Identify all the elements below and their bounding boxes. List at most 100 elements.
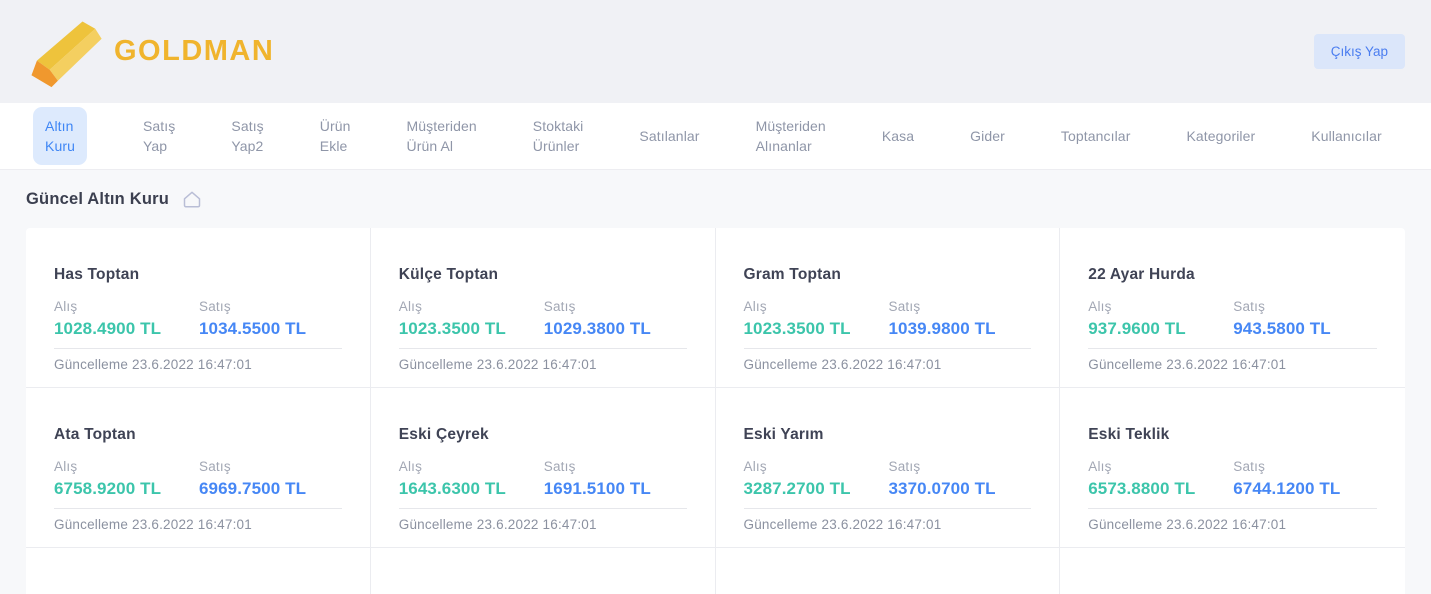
nav-item-label: Ürün Ekle xyxy=(319,117,351,154)
updated-timestamp: 23.6.2022 16:47:01 xyxy=(1166,357,1287,372)
rate-card-prices: Alış Satış 1023.3500 TL 1039.9800 TL xyxy=(743,299,1032,349)
sell-label: Satış xyxy=(543,459,576,474)
buy-label: Alış xyxy=(1088,459,1112,474)
buy-price: 1028.4900 TL xyxy=(54,319,162,338)
rate-card: Ata Toptan Alış Satış 6758.9200 TL 6969.… xyxy=(26,388,371,548)
buy-label: Alış xyxy=(54,459,78,474)
sell-label: Satış xyxy=(199,459,231,474)
sell-price: 6744.1200 TL xyxy=(1233,479,1341,498)
rate-card: Külçe Toptan Alış Satış 1023.3500 TL 102… xyxy=(370,228,716,388)
brand-name: GOLDMAN xyxy=(114,35,275,67)
rate-card: Gram Toptan Alış Satış 1023.3500 TL 1039… xyxy=(715,228,1061,388)
rate-card: Eski Teklik Alış Satış 6573.8800 TL 6744… xyxy=(1060,388,1405,548)
buy-price: 6758.9200 TL xyxy=(54,479,162,498)
rate-card-title: Eski Yarım xyxy=(743,426,824,443)
nav-item-label: Stoktaki Ürünler xyxy=(532,117,584,154)
logout-button[interactable]: Çıkış Yap xyxy=(1313,34,1405,69)
nav-item-4[interactable]: Müşteriden Ürün Al xyxy=(407,116,477,157)
nav-item-label: Kasa xyxy=(881,127,915,144)
nav-item-label: Altın Kuru xyxy=(45,117,75,154)
rate-card-title: 22 Ayar Hurda xyxy=(1088,266,1195,283)
nav-item-11[interactable]: Kategoriler xyxy=(1186,126,1255,146)
sell-price: 3370.0700 TL xyxy=(888,479,996,498)
buy-price: 3287.2700 TL xyxy=(743,479,851,498)
rate-card-prices: Alış Satış 3287.2700 TL 3370.0700 TL xyxy=(743,459,1032,509)
updated-timestamp: 23.6.2022 16:47:01 xyxy=(132,357,252,372)
sell-price: 943.5800 TL xyxy=(1233,319,1331,338)
sell-label: Satış xyxy=(888,299,921,314)
buy-label: Alış xyxy=(398,459,423,474)
sell-label: Satış xyxy=(543,299,576,314)
nav-item-label: Kategoriler xyxy=(1186,127,1256,144)
rate-card-prices: Alış Satış 937.9600 TL 943.5800 TL xyxy=(1088,299,1377,349)
buy-label: Alış xyxy=(1088,299,1112,314)
sell-price: 1029.3800 TL xyxy=(543,319,651,338)
rate-card: Eski Çeyrek Alış Satış 1643.6300 TL 1691… xyxy=(370,388,716,548)
rate-card-title: Külçe Toptan xyxy=(398,266,499,283)
buy-price: 1023.3500 TL xyxy=(398,319,506,338)
sell-price: 6969.7500 TL xyxy=(199,479,307,498)
nav-item-label: Kullanıcılar xyxy=(1311,127,1382,144)
nav-item-12[interactable]: Kullanıcılar xyxy=(1311,126,1381,146)
updated-prefix: Güncelleme xyxy=(54,357,129,372)
home-icon[interactable] xyxy=(182,190,202,209)
rate-card-prices: Alış Satış 1643.6300 TL 1691.5100 TL xyxy=(398,459,687,509)
app-header: GOLDMAN Çıkış Yap xyxy=(0,0,1431,103)
buy-label: Alış xyxy=(743,459,767,474)
nav-item-0[interactable]: Altın Kuru xyxy=(33,106,87,166)
updated-timestamp: 23.6.2022 16:47:01 xyxy=(476,517,597,532)
updated-timestamp: 23.6.2022 16:47:01 xyxy=(132,517,252,532)
sell-price: 1691.5100 TL xyxy=(543,479,651,498)
nav-item-label: Müşteriden Ürün Al xyxy=(406,117,477,154)
rate-card-updated: Güncelleme 23.6.2022 16:47:01 xyxy=(1088,517,1377,532)
updated-timestamp: 23.6.2022 16:47:01 xyxy=(821,517,942,532)
rate-card-title: Has Toptan xyxy=(54,266,140,283)
nav-item-label: Satış Yap xyxy=(142,117,176,154)
nav-item-1[interactable]: Satış Yap xyxy=(143,116,175,157)
updated-prefix: Güncelleme xyxy=(54,517,129,532)
updated-prefix: Güncelleme xyxy=(1088,517,1163,532)
sell-label: Satış xyxy=(1233,299,1266,314)
nav-item-3[interactable]: Ürün Ekle xyxy=(320,116,351,157)
nav-item-9[interactable]: Gider xyxy=(970,126,1005,146)
rate-card-updated: Güncelleme 23.6.2022 16:47:01 xyxy=(399,517,687,532)
nav-item-10[interactable]: Toptancılar xyxy=(1061,126,1131,146)
updated-prefix: Güncelleme xyxy=(743,517,818,532)
nav-item-2[interactable]: Satış Yap2 xyxy=(231,116,263,157)
rate-card-updated: Güncelleme 23.6.2022 16:47:01 xyxy=(54,517,342,532)
rate-card-updated: Güncelleme 23.6.2022 16:47:01 xyxy=(399,357,687,372)
nav-item-7[interactable]: Müşteriden Alınanlar xyxy=(756,116,826,157)
rate-card-prices: Alış Satış 1028.4900 TL 1034.5500 TL xyxy=(54,299,342,349)
rate-card-updated: Güncelleme 23.6.2022 16:47:01 xyxy=(1088,357,1377,372)
updated-prefix: Güncelleme xyxy=(398,517,473,532)
buy-price: 6573.8800 TL xyxy=(1088,479,1196,498)
buy-price: 937.9600 TL xyxy=(1088,319,1186,338)
rate-card-title: Ata Toptan xyxy=(54,426,136,443)
page-head: Güncel Altın Kuru xyxy=(0,170,1431,228)
rate-card-updated: Güncelleme 23.6.2022 16:47:01 xyxy=(744,357,1032,372)
brand-logo[interactable]: GOLDMAN xyxy=(26,12,274,92)
gold-bar-icon xyxy=(31,20,102,87)
sell-label: Satış xyxy=(1233,459,1266,474)
rate-card-prices: Alış Satış 6758.9200 TL 6969.7500 TL xyxy=(54,459,342,509)
rate-card-placeholder xyxy=(716,548,1061,594)
updated-timestamp: 23.6.2022 16:47:01 xyxy=(476,357,597,372)
updated-timestamp: 23.6.2022 16:47:01 xyxy=(1166,517,1287,532)
sell-label: Satış xyxy=(199,299,231,314)
rate-card-updated: Güncelleme 23.6.2022 16:47:01 xyxy=(54,357,342,372)
rate-card-prices: Alış Satış 6573.8800 TL 6744.1200 TL xyxy=(1088,459,1377,509)
rate-card: 22 Ayar Hurda Alış Satış 937.9600 TL 943… xyxy=(1060,228,1405,388)
updated-prefix: Güncelleme xyxy=(398,357,473,372)
rate-card: Eski Yarım Alış Satış 3287.2700 TL 3370.… xyxy=(715,388,1061,548)
nav-item-5[interactable]: Stoktaki Ürünler xyxy=(533,116,584,157)
rate-card-placeholder xyxy=(371,548,716,594)
buy-label: Alış xyxy=(743,299,767,314)
nav-item-6[interactable]: Satılanlar xyxy=(639,126,699,146)
nav-item-label: Müşteriden Alınanlar xyxy=(755,117,826,154)
rate-card: Has Toptan Alış Satış 1028.4900 TL 1034.… xyxy=(26,228,371,388)
main-nav: Altın Kuru Satış Yap Satış Yap2 Ürün Ekl… xyxy=(0,103,1431,170)
nav-item-8[interactable]: Kasa xyxy=(882,126,914,146)
rate-card-title: Eski Teklik xyxy=(1088,426,1170,443)
nav-item-label: Toptancılar xyxy=(1060,127,1131,144)
page-title: Güncel Altın Kuru xyxy=(26,189,170,208)
